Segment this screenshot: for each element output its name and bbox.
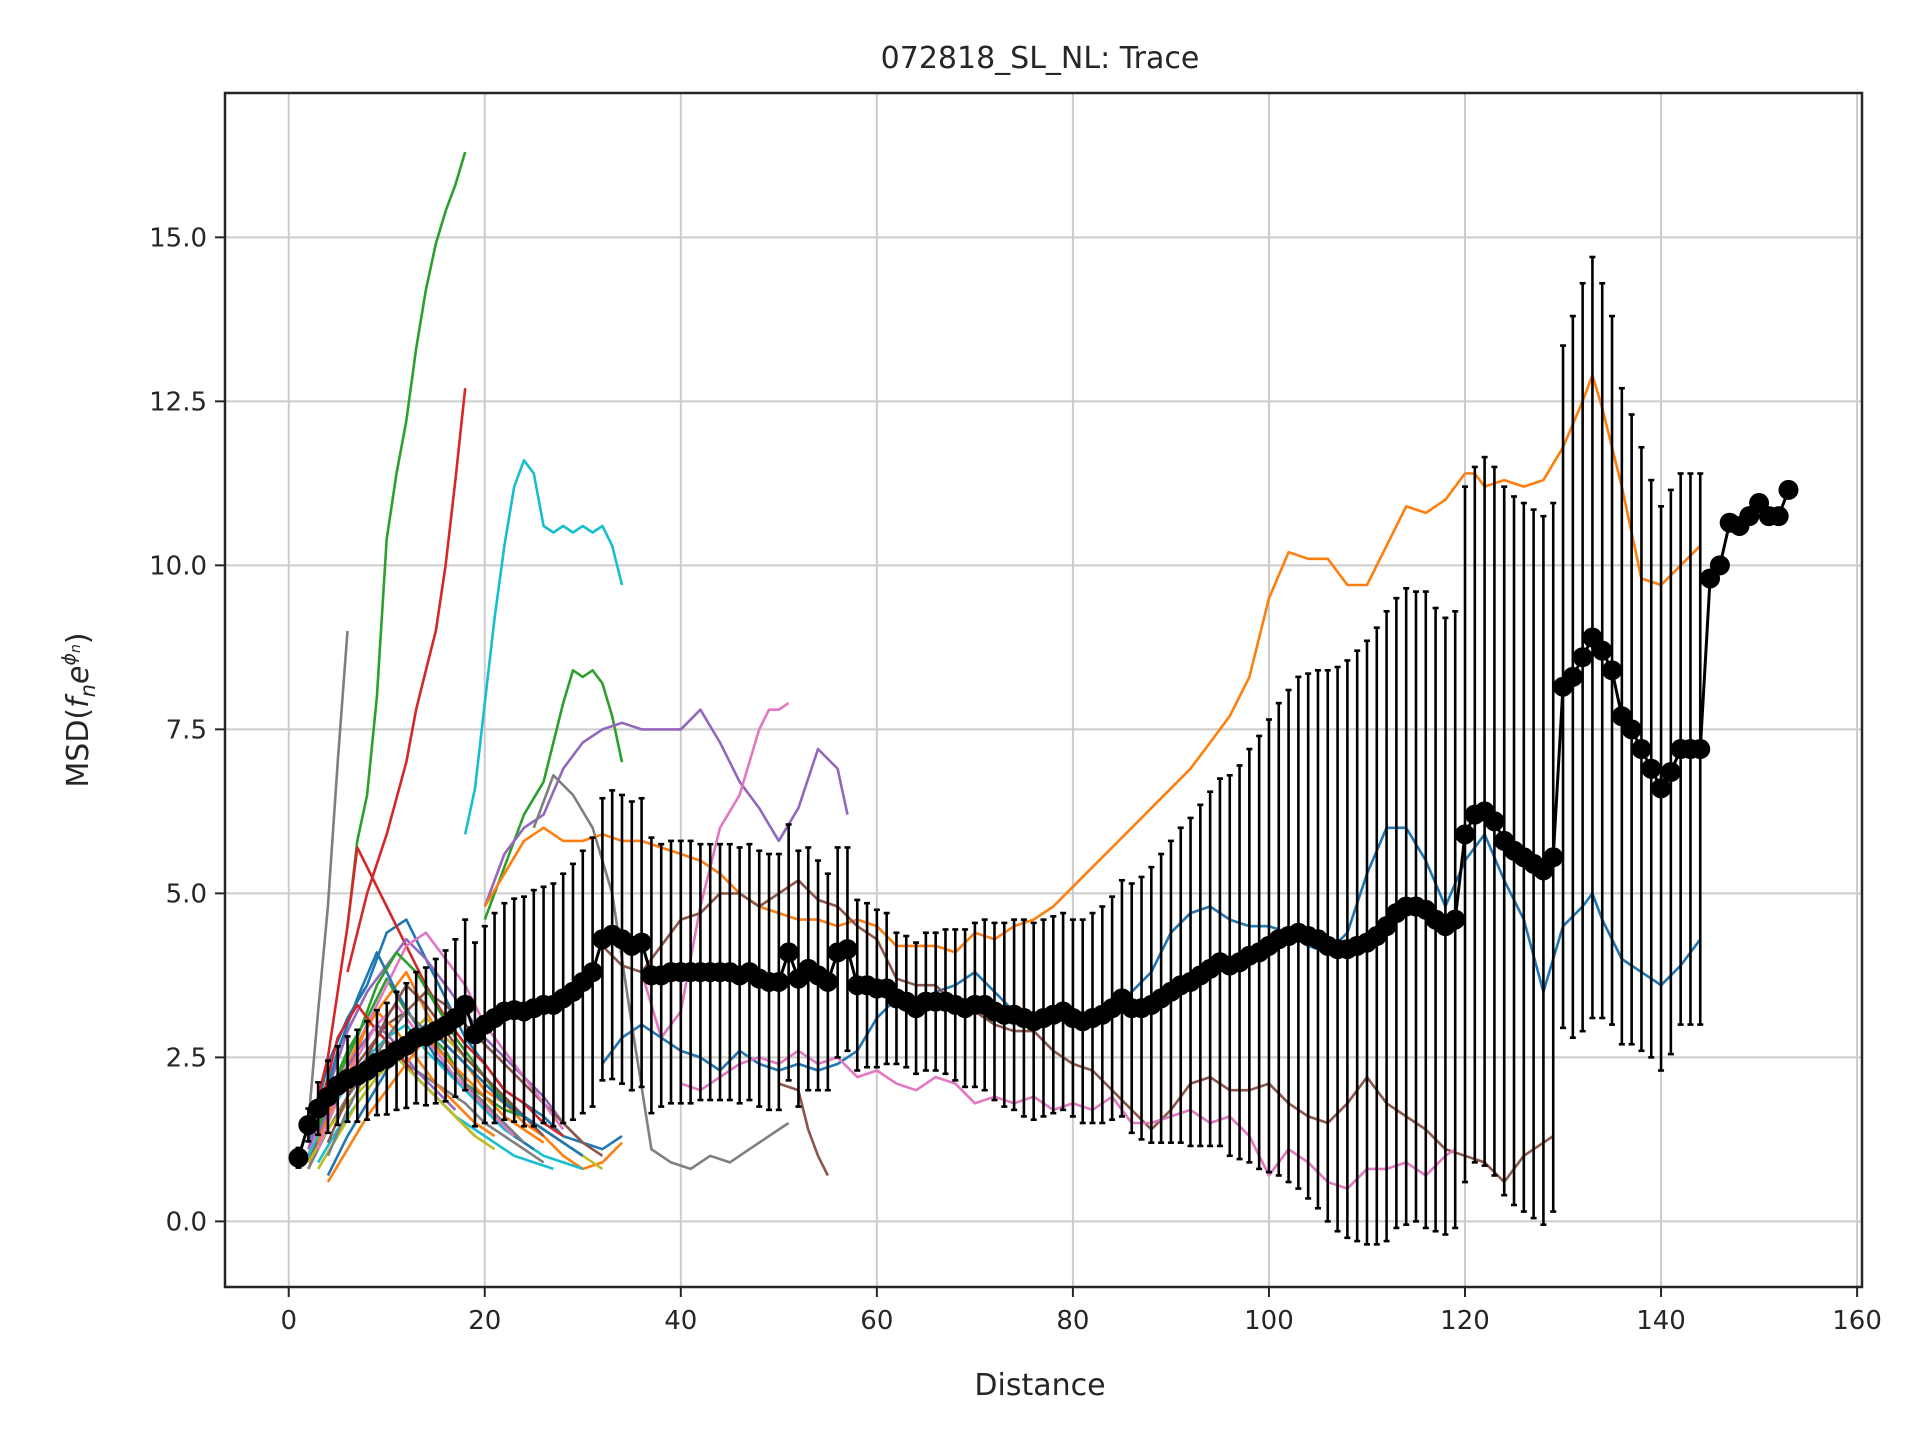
x-tick-label: 80 (1056, 1306, 1089, 1336)
mean-point (1543, 847, 1564, 868)
trace-line-orange (483, 373, 1702, 954)
trace-line-cyan (463, 459, 624, 835)
mean-point (455, 994, 476, 1015)
mean-point (1562, 666, 1583, 687)
x-tick-label: 0 (280, 1306, 297, 1336)
trace-line-gray (532, 773, 790, 1171)
mean-point (1592, 640, 1613, 661)
x-axis-ticks: 0 20 40 60 80 100 120 140 160 (280, 1287, 1882, 1336)
mean-point (768, 971, 789, 992)
mean-series (288, 479, 1799, 1168)
y-tick-label: 7.5 (166, 715, 207, 745)
mean-point (1641, 758, 1662, 779)
x-tick-label: 160 (1832, 1306, 1882, 1336)
y-axis-ticks: 0.0 2.5 5.0 7.5 10.0 12.5 15.0 (149, 223, 225, 1237)
trace-line-green (483, 668, 624, 921)
mean-point (1651, 778, 1672, 799)
mean-point (778, 942, 799, 963)
x-tick-label: 20 (468, 1306, 501, 1336)
trace-line-brown (778, 1082, 829, 1177)
chart-title: 072818_SL_NL: Trace (881, 41, 1200, 76)
y-tick-label: 12.5 (149, 387, 207, 417)
mean-point (1660, 762, 1681, 783)
mean-point (631, 932, 652, 953)
mean-point (817, 971, 838, 992)
trace-line-green (346, 151, 467, 927)
mean-point (1768, 506, 1789, 527)
mean-point (582, 962, 603, 983)
mean-point (288, 1147, 309, 1168)
mean-point (1572, 647, 1593, 668)
x-tick-label: 120 (1440, 1306, 1490, 1336)
y-tick-label: 0.0 (166, 1207, 207, 1237)
mean-point (1602, 660, 1623, 681)
mean-point (837, 939, 858, 960)
trace-line-red (346, 388, 467, 973)
x-tick-label: 40 (664, 1306, 697, 1336)
mean-point (1621, 719, 1642, 740)
y-axis-label: MSD(fneϕn) (58, 632, 100, 787)
y-tick-label: 10.0 (149, 551, 207, 581)
y-tick-label: 5.0 (166, 879, 207, 909)
mean-point (298, 1114, 319, 1135)
x-tick-label: 60 (860, 1306, 893, 1336)
x-axis-label: Distance (974, 1368, 1105, 1403)
axes-frame (223, 91, 1864, 1289)
y-tick-label: 15.0 (149, 223, 207, 253)
trace-line-gray (307, 630, 349, 1124)
x-tick-label: 100 (1244, 1306, 1294, 1336)
mean-point (1778, 479, 1799, 500)
mean-point (1455, 824, 1476, 845)
trace-line-purple (483, 708, 849, 907)
mean-point (1690, 739, 1711, 760)
mean-point (1709, 555, 1730, 576)
mean-point (1484, 811, 1505, 832)
y-tick-label: 2.5 (166, 1043, 207, 1073)
x-tick-label: 140 (1636, 1306, 1686, 1336)
mean-point (1631, 739, 1652, 760)
mean-point (1445, 909, 1466, 930)
